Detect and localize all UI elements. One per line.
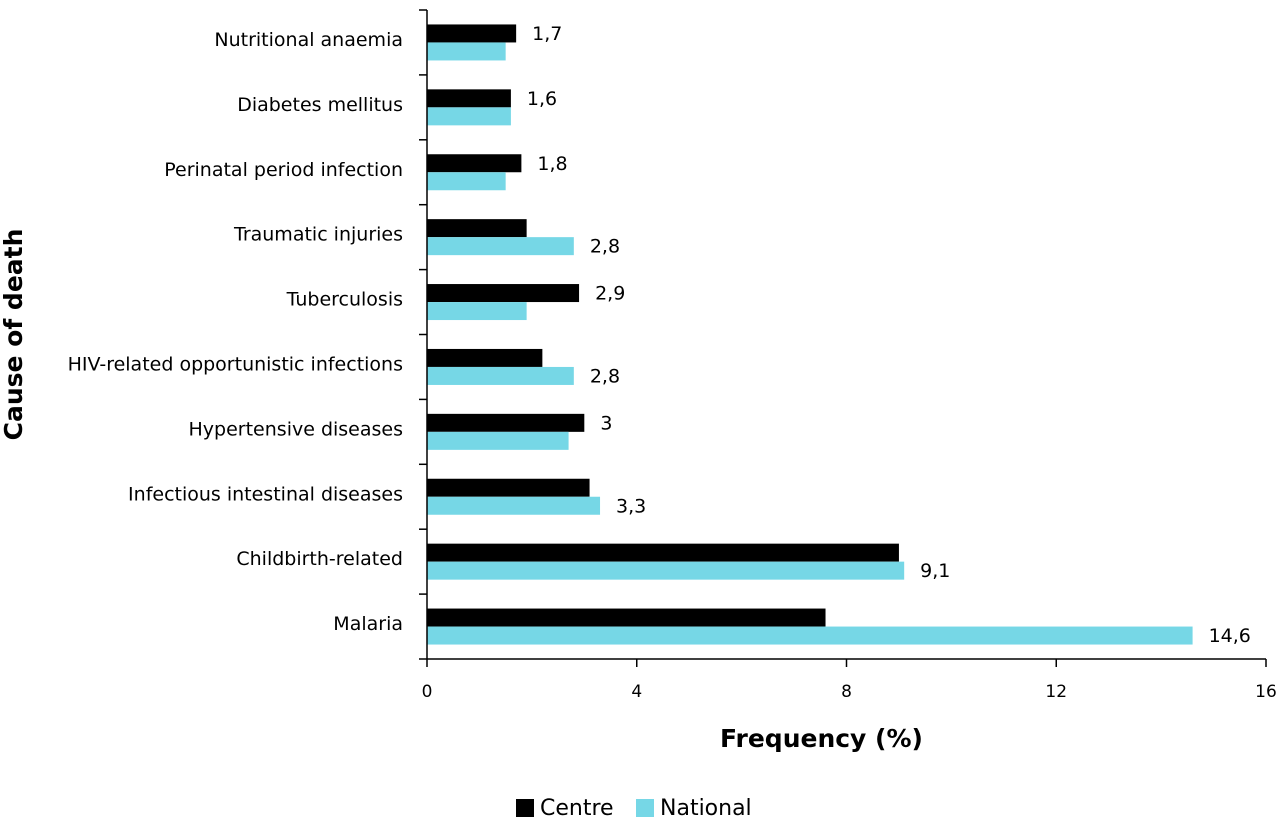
data-label: 1,6: [527, 88, 557, 110]
axes-layer: 0 4 8 12 16: [419, 9, 1277, 702]
category-label: Infectious intestinal diseases: [128, 483, 403, 505]
category-label: Perinatal period infection: [164, 159, 403, 181]
category-label: Traumatic injuries: [233, 224, 403, 246]
legend-label-national: National: [660, 796, 752, 821]
x-tick-label: 0: [422, 682, 433, 702]
bar-national: [427, 172, 506, 191]
bar-national: [427, 561, 905, 580]
bar-centre: [427, 284, 580, 303]
bar-national: [427, 431, 569, 450]
labels-layer: Nutritional anaemia 1,7 Diabetes mellitus 1…: [68, 23, 1251, 647]
category-label: Hypertensive diseases: [189, 418, 403, 440]
bar-national: [427, 302, 527, 321]
bar-centre: [427, 413, 585, 432]
bar-centre: [427, 154, 522, 173]
data-label: 2,9: [595, 283, 625, 305]
bar-national: [427, 496, 601, 515]
x-tick-label: 16: [1255, 682, 1277, 702]
category-label: HIV-related opportunistic infections: [68, 353, 403, 375]
data-label: 9,1: [920, 560, 950, 582]
x-tick-label: 4: [631, 682, 642, 702]
category-label: Nutritional anaemia: [214, 29, 403, 51]
data-label: 1,8: [537, 153, 567, 175]
bar-centre: [427, 543, 899, 562]
data-label: 3,3: [616, 495, 646, 517]
x-axis-title: Frequency (%): [720, 724, 923, 753]
bar-centre: [427, 24, 517, 43]
bar-centre: [427, 89, 511, 108]
data-label: 3: [600, 412, 612, 434]
category-label: Tuberculosis: [286, 289, 403, 311]
bar-centre: [427, 348, 543, 367]
bar-national: [427, 107, 511, 126]
bar-national: [427, 42, 506, 61]
bars-layer: [427, 24, 1193, 645]
legend-swatch-national: [636, 799, 654, 817]
category-label: Childbirth-related: [236, 548, 403, 570]
x-tick-label: 12: [1045, 682, 1067, 702]
legend-swatch-centre: [516, 799, 534, 817]
bar-national: [427, 237, 574, 256]
bar-centre: [427, 219, 527, 238]
category-label: Diabetes mellitus: [237, 94, 403, 116]
bar-centre: [427, 608, 826, 627]
data-label: 1,7: [532, 23, 562, 45]
category-label: Malaria: [333, 613, 403, 635]
data-label: 2,8: [590, 236, 620, 258]
data-label: 14,6: [1209, 625, 1251, 647]
bar-national: [427, 366, 574, 385]
legend: Centre National: [516, 796, 752, 821]
bar-centre: [427, 478, 590, 497]
y-axis-title: Cause of death: [0, 229, 28, 441]
legend-label-centre: Centre: [540, 796, 614, 821]
x-tick-label: 8: [841, 682, 852, 702]
data-label: 2,8: [590, 365, 620, 387]
bar-national: [427, 626, 1193, 645]
